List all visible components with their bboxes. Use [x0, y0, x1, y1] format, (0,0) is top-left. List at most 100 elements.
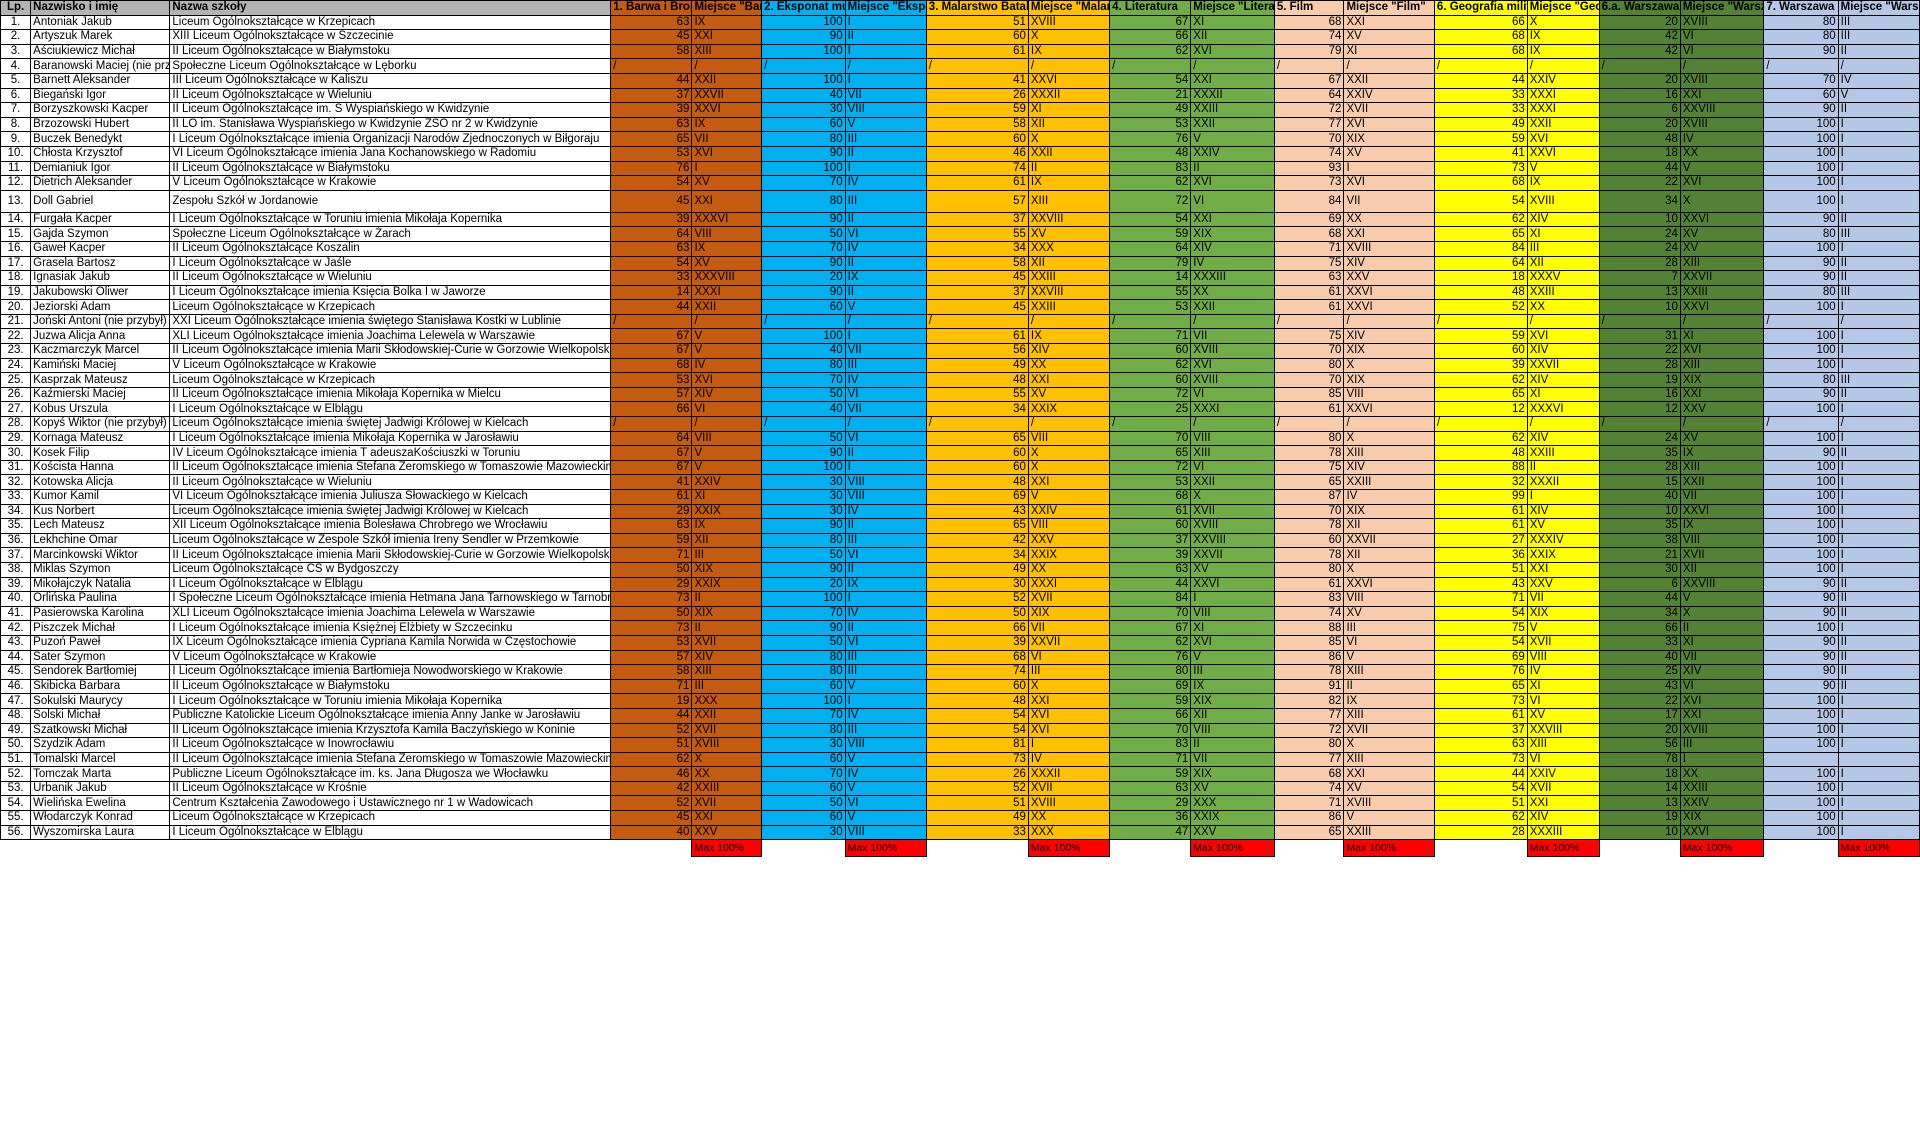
place-subject-3[interactable]: X — [1027, 131, 1111, 147]
place-subject-3[interactable]: III — [1027, 664, 1111, 680]
place-subject-6[interactable]: XXVIII — [1526, 722, 1600, 739]
score-subject-6[interactable]: 49 — [1433, 116, 1528, 133]
score-subject-7[interactable]: 20 — [1598, 722, 1681, 739]
place-subject-8[interactable]: I — [1837, 737, 1920, 753]
score-subject-8[interactable]: 90 — [1763, 634, 1839, 651]
place-subject-7[interactable]: XXVII — [1679, 270, 1765, 286]
score-subject-7[interactable]: 24 — [1598, 240, 1681, 257]
place-subject-7[interactable]: XXVI — [1679, 824, 1765, 841]
place-subject-4[interactable]: XXXII — [1190, 87, 1275, 104]
table-row[interactable]: 41. Pasierowska Karolina XLI Liceum Ogólno… — [0, 605, 1920, 622]
place-subject-6[interactable]: VI — [1526, 693, 1600, 709]
participant-name[interactable]: Demianiuk Igor — [30, 160, 171, 177]
place-subject-7[interactable]: XX — [1679, 766, 1765, 782]
table-row[interactable]: 34. Kus Norbert Liceum Ogólnokształcące im… — [0, 503, 1920, 520]
place-subject-3[interactable]: VI — [1027, 649, 1111, 666]
row-index[interactable]: 42. — [0, 620, 32, 636]
table-row[interactable]: 31. Koścista Hanna II Liceum Ogólnokształc… — [0, 459, 1920, 476]
place-subject-5[interactable]: XXI — [1343, 14, 1435, 31]
place-subject-3[interactable]: II — [1027, 160, 1111, 177]
score-subject-6[interactable]: 73 — [1433, 693, 1528, 709]
school-name[interactable]: VI Liceum Ogólnokształcące imienia Juliu… — [169, 489, 612, 505]
score-subject-8[interactable]: 100 — [1763, 131, 1839, 147]
place-subject-3[interactable]: XVIII — [1027, 14, 1111, 31]
place-subject-1[interactable]: XXI — [691, 29, 763, 45]
score-subject-8[interactable]: 90 — [1763, 678, 1839, 695]
school-name[interactable]: Centrum Kształcenia Zawodowego i Ustawic… — [169, 795, 612, 812]
place-subject-1[interactable]: XIX — [691, 605, 763, 622]
score-subject-8[interactable]: 80 — [1763, 29, 1839, 45]
score-subject-4[interactable]: 60 — [1109, 343, 1192, 359]
table-row[interactable]: 37. Marcinkowski Wiktor II Liceum Ogólnoks… — [0, 547, 1920, 563]
score-subject-2[interactable]: 100 — [761, 160, 846, 177]
score-subject-6[interactable]: 88 — [1433, 459, 1528, 476]
score-subject-4[interactable]: 25 — [1109, 401, 1192, 418]
score-subject-2[interactable]: 100 — [761, 459, 846, 476]
score-subject-3[interactable]: 34 — [925, 547, 1029, 563]
row-index[interactable]: 50. — [0, 737, 32, 753]
score-subject-8[interactable]: 90 — [1763, 386, 1839, 403]
place-subject-3[interactable]: XXIV — [1027, 503, 1111, 520]
score-subject-1[interactable]: 67 — [610, 343, 693, 359]
place-subject-3[interactable]: XV — [1027, 226, 1111, 242]
place-subject-1[interactable]: XXXI — [691, 284, 763, 301]
score-subject-2[interactable]: 50 — [761, 795, 846, 812]
score-subject-2[interactable]: 80 — [761, 131, 846, 147]
score-subject-1[interactable]: 50 — [610, 561, 693, 578]
column-header-subject-5-score[interactable]: 5. Film — [1273, 0, 1345, 16]
place-subject-7[interactable]: XXI — [1679, 87, 1765, 104]
place-subject-1[interactable]: XVII — [691, 722, 763, 739]
score-subject-6[interactable]: 54 — [1433, 634, 1528, 651]
score-subject-2[interactable]: 80 — [761, 532, 846, 549]
score-subject-4[interactable]: 39 — [1109, 547, 1192, 563]
score-subject-6[interactable]: 61 — [1433, 503, 1528, 520]
place-subject-7[interactable]: XXIII — [1679, 284, 1765, 301]
place-subject-8[interactable]: II — [1837, 678, 1920, 695]
participant-name[interactable]: Kumor Kamil — [30, 489, 171, 505]
table-row[interactable]: 15. Gajda Szymon Społeczne Liceum Ogólnoks… — [0, 226, 1920, 242]
school-name[interactable]: II Liceum Ogólnokształcące w Wieluniu — [169, 474, 612, 490]
school-name[interactable]: I Liceum Ogólnokształcące imienia Bartło… — [169, 664, 612, 680]
place-subject-3[interactable]: VII — [1027, 620, 1111, 636]
place-subject-4[interactable]: XVII — [1190, 503, 1275, 520]
score-subject-7[interactable]: 40 — [1598, 649, 1681, 666]
participant-name[interactable]: Kobus Urszula — [30, 401, 171, 418]
place-subject-8[interactable]: I — [1837, 299, 1920, 315]
score-subject-6[interactable]: / — [1433, 58, 1528, 74]
place-subject-6[interactable]: / — [1526, 416, 1600, 432]
score-subject-4[interactable]: 37 — [1109, 532, 1192, 549]
place-subject-2[interactable]: VI — [844, 430, 927, 447]
place-subject-4[interactable]: XIX — [1190, 693, 1275, 709]
score-subject-5[interactable]: 74 — [1273, 145, 1345, 162]
place-subject-3[interactable]: XXIX — [1027, 547, 1111, 563]
place-subject-2[interactable]: IX — [844, 270, 927, 286]
score-subject-4[interactable]: 67 — [1109, 14, 1192, 31]
place-subject-2[interactable]: V — [844, 299, 927, 315]
place-subject-3[interactable]: XXII — [1027, 145, 1111, 162]
table-row[interactable]: 23. Kaczmarczyk Marcel II Liceum Ogólnoksz… — [0, 343, 1920, 359]
score-subject-8[interactable]: 100 — [1763, 116, 1839, 133]
school-name[interactable]: I Liceum Ogólnokształcące w Elblągu — [169, 401, 612, 418]
place-subject-3[interactable]: XXI — [1027, 372, 1111, 388]
place-subject-8[interactable]: III — [1837, 284, 1920, 301]
score-subject-3[interactable]: 60 — [925, 29, 1029, 45]
place-subject-7[interactable]: XIX — [1679, 372, 1765, 388]
score-subject-3[interactable]: 48 — [925, 474, 1029, 490]
place-subject-2[interactable]: VII — [844, 87, 927, 104]
place-subject-6[interactable]: XIV — [1526, 810, 1600, 826]
score-subject-4[interactable]: 63 — [1109, 561, 1192, 578]
place-subject-1[interactable]: XXVI — [691, 102, 763, 118]
place-subject-7[interactable]: VI — [1679, 29, 1765, 45]
score-subject-8[interactable]: 100 — [1763, 620, 1839, 636]
place-subject-1[interactable]: VIII — [691, 430, 763, 447]
score-subject-5[interactable]: 87 — [1273, 489, 1345, 505]
place-subject-5[interactable]: XII — [1343, 518, 1435, 534]
score-subject-4[interactable]: 48 — [1109, 145, 1192, 162]
score-subject-1[interactable]: 67 — [610, 459, 693, 476]
place-subject-8[interactable]: I — [1837, 766, 1920, 782]
place-subject-4[interactable]: XII — [1190, 707, 1275, 724]
place-subject-8[interactable]: IV — [1837, 72, 1920, 89]
place-subject-5[interactable]: XXIV — [1343, 87, 1435, 104]
score-subject-7[interactable]: 22 — [1598, 175, 1681, 191]
score-subject-1[interactable]: 64 — [610, 226, 693, 242]
